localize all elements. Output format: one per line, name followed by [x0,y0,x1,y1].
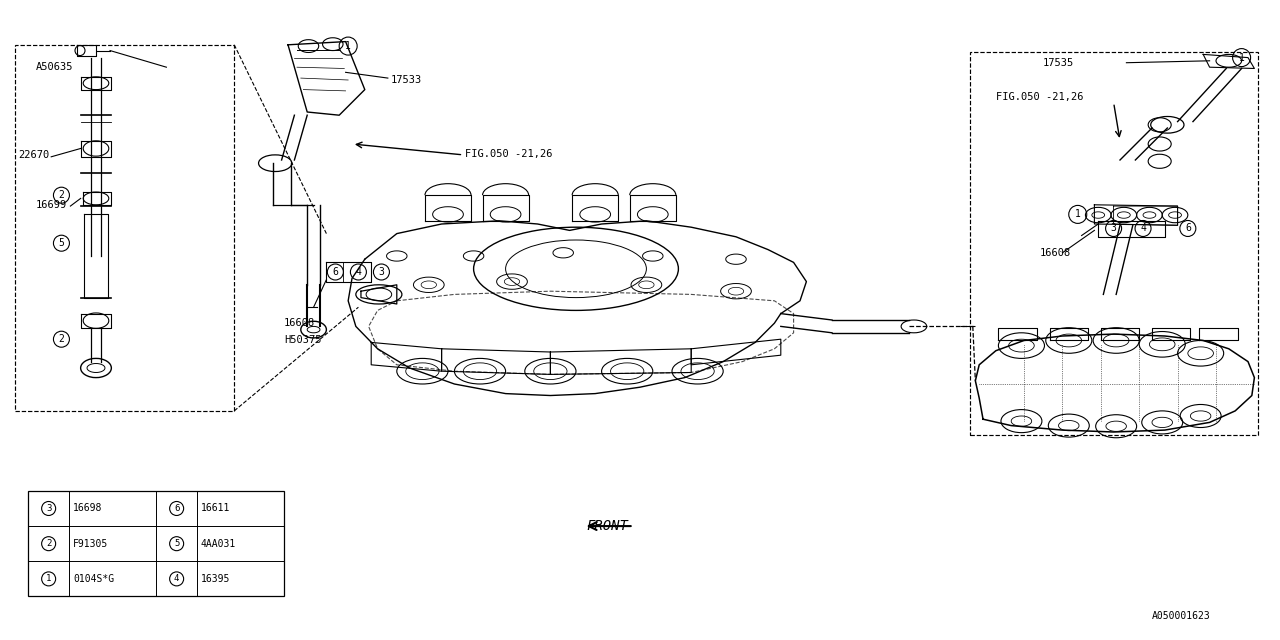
Text: 16608: 16608 [1039,248,1070,258]
Text: 4AA031: 4AA031 [201,539,237,548]
Bar [28,491,284,596]
Bar [970,52,1258,435]
Text: 1: 1 [46,574,51,584]
Text: A50635: A50635 [36,62,73,72]
Text: FIG.050 -21,26: FIG.050 -21,26 [996,92,1083,102]
Text: 5: 5 [174,539,179,548]
Text: 16611: 16611 [201,504,230,513]
Text: 17533: 17533 [390,75,421,85]
Text: 3: 3 [379,267,384,277]
Text: 4: 4 [1140,223,1146,234]
Text: 1: 1 [1075,209,1080,220]
Text: FRONT: FRONT [586,519,628,533]
Text: 2: 2 [59,334,64,344]
Text: 17535: 17535 [1043,58,1074,68]
Text: 16395: 16395 [201,574,230,584]
Text: FIG.050 -21,26: FIG.050 -21,26 [465,148,552,159]
Text: A050001623: A050001623 [1152,611,1211,621]
Text: 1: 1 [1239,52,1244,63]
Text: 3: 3 [1111,223,1116,234]
Text: 2: 2 [59,190,64,200]
Text: 16698: 16698 [73,504,102,513]
Text: 6: 6 [333,267,338,277]
Text: 16608: 16608 [284,318,315,328]
Text: 4: 4 [356,267,361,277]
Text: 2: 2 [46,539,51,548]
Text: 3: 3 [46,504,51,513]
Text: 1: 1 [346,41,351,51]
Text: 16699: 16699 [36,200,67,210]
Text: 4: 4 [174,574,179,584]
Text: 22670: 22670 [18,150,49,160]
Text: 6: 6 [1185,223,1190,234]
Text: F91305: F91305 [73,539,109,548]
Text: 5: 5 [59,238,64,248]
Bar [15,45,234,411]
Text: 0104S*G: 0104S*G [73,574,114,584]
Text: 6: 6 [174,504,179,513]
Text: H50375: H50375 [284,335,321,346]
